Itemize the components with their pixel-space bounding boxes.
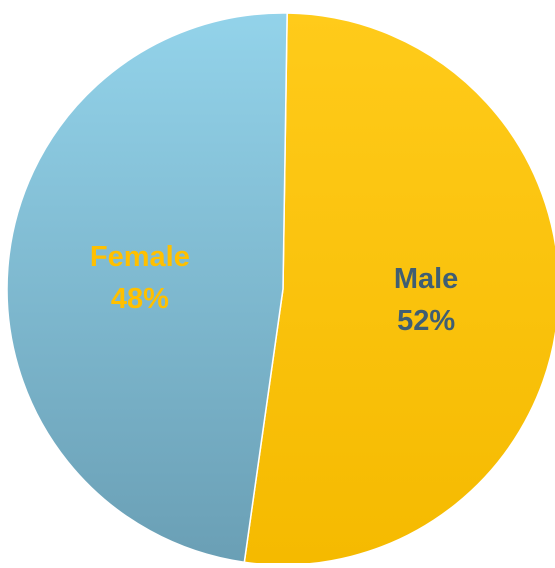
slice-label-male: Male: [394, 263, 458, 295]
pie-labels: Male 52% Female 48%: [90, 241, 458, 337]
slice-percent-female: 48%: [111, 283, 169, 315]
pie-slices: [6, 12, 555, 566]
slice-label-female: Female: [90, 241, 190, 273]
pie-slice-female: [6, 12, 288, 564]
pie-slice-male: [243, 12, 555, 566]
slice-percent-male: 52%: [397, 305, 455, 337]
